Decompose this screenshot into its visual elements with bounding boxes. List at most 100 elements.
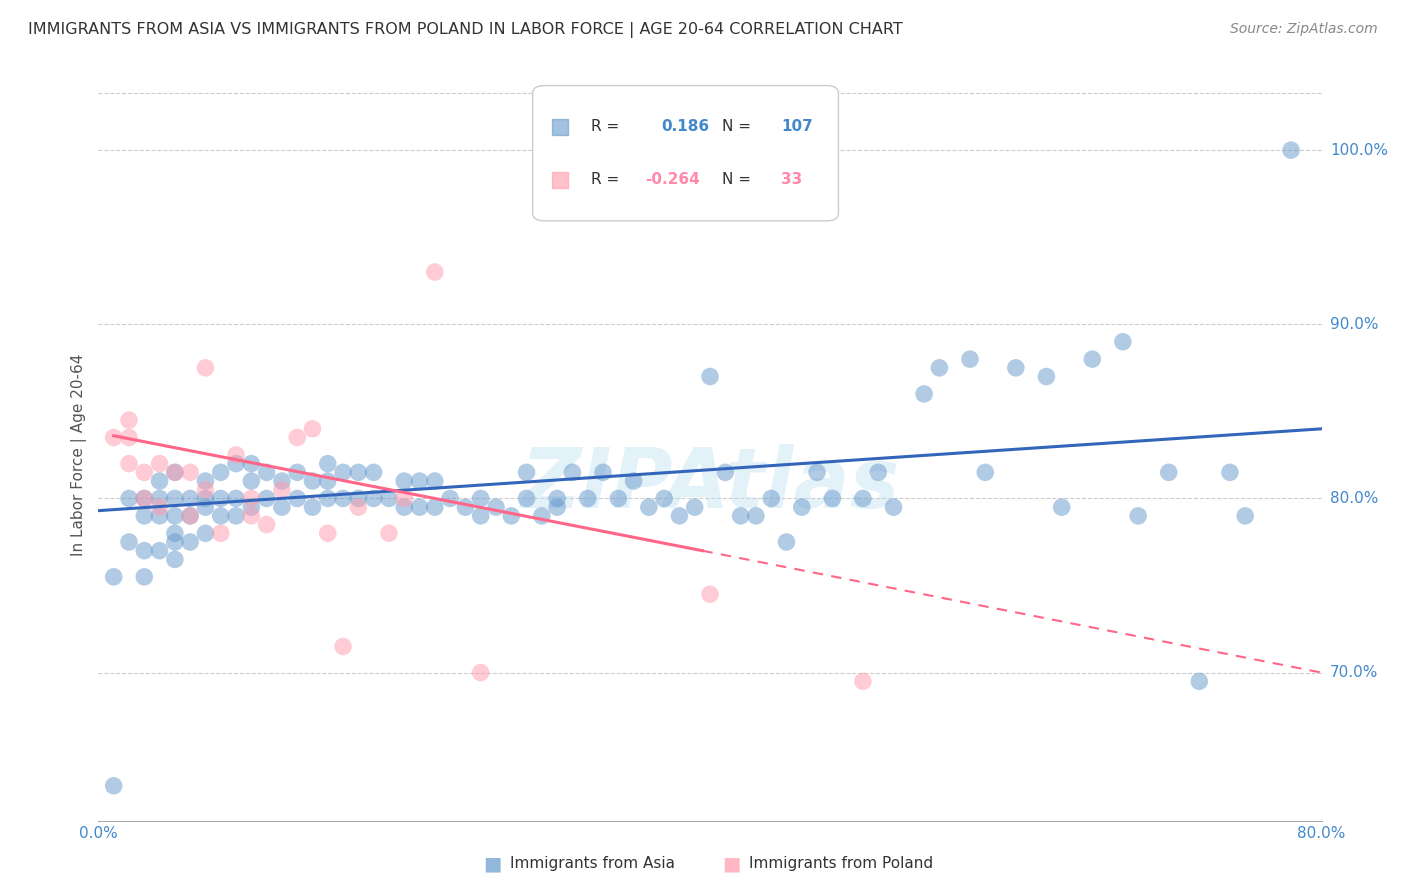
Point bbox=[209, 466, 232, 480]
Point bbox=[270, 483, 292, 497]
Point bbox=[1219, 466, 1241, 480]
Text: 33: 33 bbox=[780, 172, 803, 187]
Text: R =: R = bbox=[592, 120, 620, 134]
Point bbox=[347, 500, 370, 515]
Point bbox=[561, 466, 583, 480]
Point bbox=[149, 500, 172, 515]
Point bbox=[209, 508, 232, 523]
Point bbox=[149, 491, 172, 506]
Point bbox=[607, 491, 630, 506]
Text: 70.0%: 70.0% bbox=[1330, 665, 1378, 680]
Point bbox=[470, 491, 492, 506]
Point bbox=[149, 474, 172, 488]
Point bbox=[163, 552, 186, 566]
Point bbox=[285, 430, 308, 444]
Point bbox=[408, 474, 430, 488]
Text: 0.186: 0.186 bbox=[661, 120, 709, 134]
Text: N =: N = bbox=[723, 172, 751, 187]
Point bbox=[103, 570, 125, 584]
Point bbox=[759, 491, 782, 506]
Point bbox=[179, 466, 201, 480]
Point bbox=[118, 457, 141, 471]
Point bbox=[1157, 466, 1180, 480]
Text: Source: ZipAtlas.com: Source: ZipAtlas.com bbox=[1230, 22, 1378, 37]
Point bbox=[392, 474, 416, 488]
Point bbox=[240, 491, 263, 506]
Point bbox=[194, 474, 217, 488]
Text: 100.0%: 100.0% bbox=[1330, 143, 1388, 158]
Point bbox=[883, 500, 905, 515]
Point bbox=[240, 508, 263, 523]
Point bbox=[699, 587, 721, 601]
Point bbox=[118, 430, 141, 444]
Point bbox=[470, 508, 492, 523]
Point bbox=[332, 640, 354, 654]
Point bbox=[530, 508, 553, 523]
Point bbox=[668, 508, 690, 523]
Text: N =: N = bbox=[723, 120, 751, 134]
Point bbox=[194, 483, 217, 497]
Point bbox=[576, 491, 599, 506]
Point bbox=[928, 360, 950, 375]
Point bbox=[501, 508, 523, 523]
Point bbox=[974, 466, 997, 480]
Point bbox=[134, 570, 156, 584]
Text: ■: ■ bbox=[482, 854, 502, 873]
Point bbox=[316, 526, 339, 541]
Text: IMMIGRANTS FROM ASIA VS IMMIGRANTS FROM POLAND IN LABOR FORCE | AGE 20-64 CORREL: IMMIGRANTS FROM ASIA VS IMMIGRANTS FROM … bbox=[28, 22, 903, 38]
Point bbox=[516, 491, 538, 506]
Point bbox=[285, 491, 308, 506]
Point bbox=[316, 474, 339, 488]
Point bbox=[163, 508, 186, 523]
Point bbox=[912, 387, 935, 401]
Point bbox=[225, 457, 247, 471]
Point bbox=[225, 508, 247, 523]
Point bbox=[301, 500, 323, 515]
Point bbox=[821, 491, 844, 506]
Text: R =: R = bbox=[592, 172, 620, 187]
Point bbox=[868, 466, 890, 480]
Point bbox=[714, 466, 737, 480]
Point bbox=[546, 491, 568, 506]
Point bbox=[1128, 508, 1150, 523]
Point bbox=[730, 508, 752, 523]
Point bbox=[103, 430, 125, 444]
Point bbox=[194, 360, 217, 375]
Text: Immigrants from Asia: Immigrants from Asia bbox=[510, 856, 675, 871]
Point bbox=[1112, 334, 1135, 349]
Point bbox=[745, 508, 768, 523]
Point bbox=[1279, 143, 1302, 157]
Point bbox=[516, 466, 538, 480]
Text: 90.0%: 90.0% bbox=[1330, 317, 1378, 332]
Point bbox=[852, 674, 875, 689]
Point bbox=[134, 466, 156, 480]
Point bbox=[270, 474, 292, 488]
Point bbox=[852, 491, 875, 506]
Point bbox=[332, 466, 354, 480]
Point bbox=[699, 369, 721, 384]
FancyBboxPatch shape bbox=[533, 86, 838, 221]
Point bbox=[256, 491, 278, 506]
Point bbox=[149, 508, 172, 523]
Point bbox=[683, 500, 706, 515]
Point bbox=[163, 526, 186, 541]
Point bbox=[301, 474, 323, 488]
Point bbox=[118, 413, 141, 427]
Point bbox=[118, 491, 141, 506]
Point bbox=[363, 491, 385, 506]
Point bbox=[179, 508, 201, 523]
Point bbox=[179, 508, 201, 523]
Point bbox=[775, 535, 797, 549]
Point bbox=[285, 466, 308, 480]
Point bbox=[332, 491, 354, 506]
Point bbox=[423, 500, 446, 515]
Point bbox=[454, 500, 477, 515]
Text: Immigrants from Poland: Immigrants from Poland bbox=[749, 856, 934, 871]
Point bbox=[485, 500, 508, 515]
Text: ZIPAtlas: ZIPAtlas bbox=[520, 443, 900, 524]
Point bbox=[1004, 360, 1026, 375]
Point bbox=[378, 526, 401, 541]
Point bbox=[134, 491, 156, 506]
Point bbox=[194, 500, 217, 515]
Point bbox=[103, 779, 125, 793]
